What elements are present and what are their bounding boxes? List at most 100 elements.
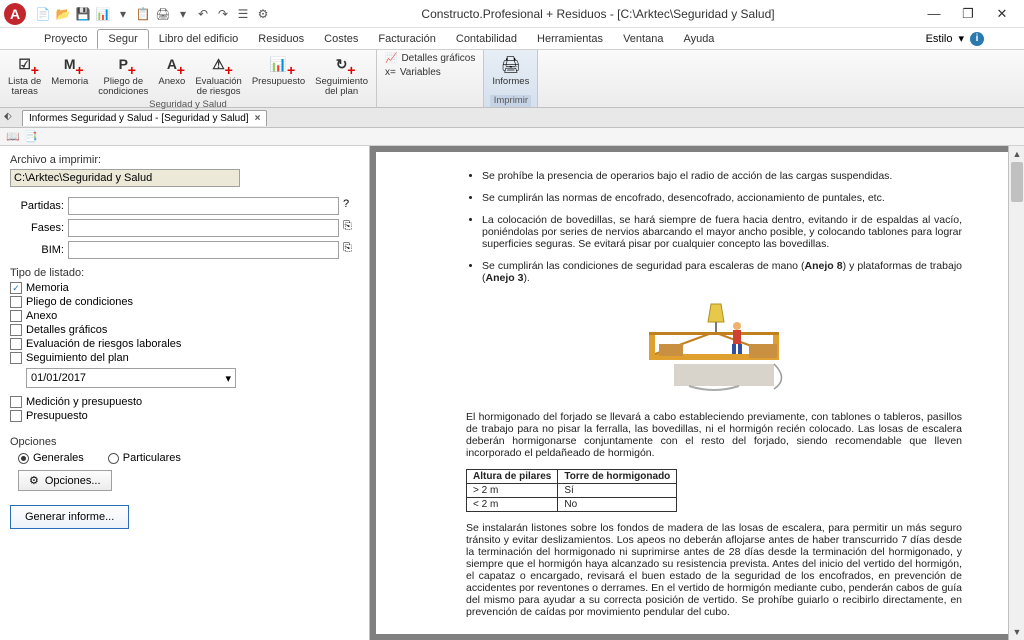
strip-page-icon[interactable]: 📑 xyxy=(24,130,38,144)
radio-label: Particulares xyxy=(123,452,181,464)
preview-pane: Se prohíbe la presencia de operarios baj… xyxy=(370,146,1024,640)
qat-chart-icon[interactable]: 📊 xyxy=(94,5,112,23)
checkbox-icon xyxy=(10,338,22,350)
maximize-button[interactable]: ❐ xyxy=(958,4,978,24)
field-label-2: BIM: xyxy=(10,244,64,256)
menu-contabilidad[interactable]: Contabilidad xyxy=(446,30,527,48)
ribbon-detalles-graficos[interactable]: 📈Detalles gráficos xyxy=(383,52,477,65)
doc-bullet-1: Se cumplirán las normas de encofrado, de… xyxy=(482,192,962,204)
ribbon-variables[interactable]: x=Variables xyxy=(383,66,477,79)
doc-para1: El hormigonado del forjado se llevará a … xyxy=(466,411,962,459)
ribbon-btn-0[interactable]: ☑+Lista detareas xyxy=(6,52,43,99)
field-input-2[interactable] xyxy=(68,241,339,259)
ribbon-informes-button[interactable]: 🖨 Informes xyxy=(490,52,531,95)
ribbon-btn-4[interactable]: ⚠+Evaluaciónde riesgos xyxy=(193,52,243,99)
radio-1[interactable]: Particulares xyxy=(108,452,181,464)
opciones-label: Opciones xyxy=(10,436,359,448)
printer-icon: 🖨 xyxy=(498,54,524,76)
ribbon-btn-5[interactable]: 📊+Presupuesto xyxy=(250,52,307,99)
checkbox-label: Medición y presupuesto xyxy=(26,396,142,408)
ribbon-icon-1: M+ xyxy=(57,54,83,76)
menu-proyecto[interactable]: Proyecto xyxy=(34,30,97,48)
qat-copy-icon[interactable]: 📋 xyxy=(134,5,152,23)
qat-list-icon[interactable]: ☰ xyxy=(234,5,252,23)
field-help-0[interactable]: ? xyxy=(343,198,359,214)
qat-redo-icon[interactable]: ↷ xyxy=(214,5,232,23)
window-controls: — ❐ ✕ xyxy=(924,4,1020,24)
menu-residuos[interactable]: Residuos xyxy=(248,30,314,48)
check-1[interactable]: Pliego de condiciones xyxy=(10,296,359,308)
strip-book-icon[interactable]: 📖 xyxy=(6,130,20,144)
archivo-label: Archivo a imprimir: xyxy=(10,154,359,166)
check-3[interactable]: Detalles gráficos xyxy=(10,324,359,336)
menu-libro[interactable]: Libro del edificio xyxy=(149,30,249,48)
check-4[interactable]: Evaluación de riesgos laborales xyxy=(10,338,359,350)
ribbon-btn-2[interactable]: P+Pliego decondiciones xyxy=(96,52,150,99)
qat-print-icon[interactable]: 🖨 xyxy=(154,5,172,23)
chart-icon: 📈 xyxy=(385,53,397,64)
menu-facturacion[interactable]: Facturación xyxy=(368,30,445,48)
qat-dd1-icon[interactable]: ▾ xyxy=(114,5,132,23)
generar-informe-button[interactable]: Generar informe... xyxy=(10,505,129,529)
checkbox-label: Evaluación de riesgos laborales xyxy=(26,338,181,350)
ribbon-btn-1[interactable]: M+Memoria xyxy=(49,52,90,99)
close-button[interactable]: ✕ xyxy=(992,4,1012,24)
checkbox-label: Pliego de condiciones xyxy=(26,296,133,308)
check-0[interactable]: ✓Memoria xyxy=(10,282,359,294)
doc-table: Altura de pilaresTorre de hormigonado > … xyxy=(466,469,677,512)
scroll-thumb[interactable] xyxy=(1011,162,1023,202)
check-2[interactable]: Anexo xyxy=(10,310,359,322)
field-input-1[interactable] xyxy=(68,219,339,237)
menu-ayuda[interactable]: Ayuda xyxy=(673,30,724,48)
ribbon-btn-6[interactable]: ↻+Seguimientodel plan xyxy=(313,52,370,99)
qat-undo-icon[interactable]: ↶ xyxy=(194,5,212,23)
qat-dd2-icon[interactable]: ▾ xyxy=(174,5,192,23)
check2-0[interactable]: Medición y presupuesto xyxy=(10,396,359,408)
ribbon-btn-3[interactable]: A+Anexo xyxy=(156,52,187,99)
checkbox-label: Memoria xyxy=(26,282,69,294)
scroll-down-icon[interactable]: ▼ xyxy=(1009,624,1024,640)
menu-costes[interactable]: Costes xyxy=(314,30,368,48)
workspace: Archivo a imprimir: Partidas:?Fases:⎘BIM… xyxy=(0,146,1024,640)
variables-icon: x= xyxy=(385,67,396,78)
date-combo[interactable]: 01/01/2017 ▾ xyxy=(26,368,236,388)
preview-scrollbar[interactable]: ▲ ▼ xyxy=(1008,146,1024,640)
doc-bullet-2: La colocación de bovedillas, se hará sie… xyxy=(482,214,962,250)
minimize-button[interactable]: — xyxy=(924,4,944,24)
ribbon-icon-4: ⚠+ xyxy=(206,54,232,76)
help-icon[interactable]: i xyxy=(970,32,984,46)
pin-icon[interactable]: ⬖ xyxy=(4,111,18,125)
quick-access-toolbar: 📄 📂 💾 📊 ▾ 📋 🖨 ▾ ↶ ↷ ☰ ⚙ xyxy=(34,5,272,23)
style-label[interactable]: Estilo xyxy=(926,33,953,45)
tab-close-icon[interactable]: × xyxy=(255,113,261,124)
qat-gear-icon[interactable]: ⚙ xyxy=(254,5,272,23)
archivo-input[interactable] xyxy=(10,169,240,187)
doc-para2: Se instalarán listones sobre los fondos … xyxy=(466,522,962,618)
ribbon-icon-0: ☑+ xyxy=(12,54,38,76)
gear-icon: ⚙ xyxy=(29,474,39,487)
radio-icon xyxy=(108,453,119,464)
opciones-button[interactable]: ⚙ Opciones... xyxy=(18,470,112,491)
checkbox-label: Seguimiento del plan xyxy=(26,352,129,364)
ribbon-icon-5: 📊+ xyxy=(266,54,292,76)
field-help-1[interactable]: ⎘ xyxy=(343,220,359,236)
ribbon: ☑+Lista detareasM+MemoriaP+Pliego decond… xyxy=(0,50,1024,108)
style-dropdown-icon[interactable]: ▾ xyxy=(958,32,964,45)
qat-open-icon[interactable]: 📂 xyxy=(54,5,72,23)
radio-0[interactable]: Generales xyxy=(18,452,84,464)
scroll-up-icon[interactable]: ▲ xyxy=(1009,146,1024,162)
qat-save-icon[interactable]: 💾 xyxy=(74,5,92,23)
field-label-0: Partidas: xyxy=(10,200,64,212)
menu-herramientas[interactable]: Herramientas xyxy=(527,30,613,48)
menu-segur[interactable]: Segur xyxy=(97,29,148,49)
checkbox-icon xyxy=(10,324,22,336)
check2-1[interactable]: Presupuesto xyxy=(10,410,359,422)
check-5[interactable]: Seguimiento del plan xyxy=(10,352,359,364)
document-tab[interactable]: Informes Seguridad y Salud - [Seguridad … xyxy=(22,110,267,126)
document-tabbar: ⬖ Informes Seguridad y Salud - [Segurida… xyxy=(0,108,1024,128)
field-input-0[interactable] xyxy=(68,197,339,215)
menu-ventana[interactable]: Ventana xyxy=(613,30,673,48)
field-help-2[interactable]: ⎘ xyxy=(343,242,359,258)
checkbox-icon xyxy=(10,396,22,408)
qat-new-icon[interactable]: 📄 xyxy=(34,5,52,23)
